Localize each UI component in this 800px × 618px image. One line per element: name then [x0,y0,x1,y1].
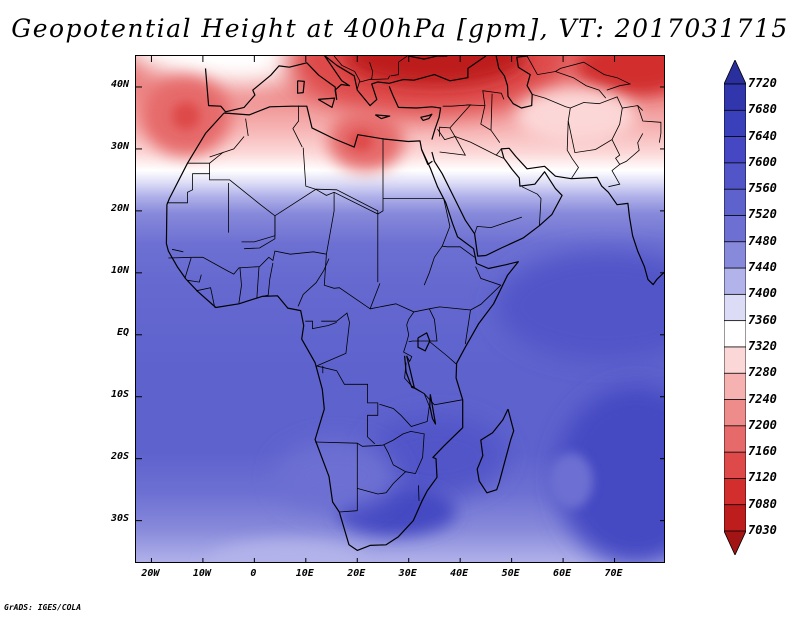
lon-tick-label: 10E [295,568,314,579]
lon-tick-label: 60E [553,568,572,579]
colorbar-swatch [724,372,746,401]
colorbar-swatch [724,425,746,453]
lat-tick-label: 30S [110,512,129,524]
colorbar-label: 7240 [748,391,777,406]
lat-tick-label: 20N [110,202,129,214]
colorbar-swatch [724,188,746,217]
lat-tick-label: 20S [110,450,129,462]
lon-tick-label: 30E [398,568,417,579]
lon-tick-label: 0 [250,568,257,579]
lon-tick-label: 20E [347,568,366,579]
colorbar-swatch [724,136,746,164]
lat-tick-label: 30N [110,140,129,152]
colorbar-label: 7440 [748,260,777,275]
country-borders [166,56,662,513]
colorbar-swatch [724,399,746,427]
lat-tick-label: 10S [110,388,129,400]
colorbar-swatch [724,478,746,506]
colorbar-label: 7560 [748,181,777,196]
colorbar-label: 7600 [748,154,777,169]
colorbar-label: 7200 [748,417,777,432]
grads-credit: GrADS: IGES/COLA [4,603,82,612]
lon-tick-label: 50E [501,568,520,579]
colorbar-label: 7480 [748,233,777,248]
colorbar-label: 7280 [748,365,777,380]
colorbar-label: 7080 [748,496,777,511]
colorbar-swatch [724,241,746,269]
colorbar-label: 7520 [748,207,777,222]
colorbar-swatch [724,346,746,374]
map-title: Geopotential Height at 400hPa [gpm], VT:… [11,14,789,43]
colorbar-label: 7680 [748,102,777,117]
lon-tick-label: 20W [141,568,160,579]
colorbar-swatch [724,451,746,480]
colorbar-label: 7120 [748,470,777,485]
colorbar-label: 7320 [748,338,777,353]
contour-map[interactable] [136,56,665,563]
colorbar-swatch [724,215,746,243]
lat-tick-label: 10N [110,264,129,276]
colorbar-swatch [724,530,746,555]
colorbar-label: 7400 [748,286,777,301]
lon-tick-label: 70E [604,568,623,579]
colorbar-label: 7640 [748,128,777,143]
colorbar-label: 7720 [748,76,777,90]
colorbar-swatch [724,267,746,296]
colorbar-swatch [724,162,746,190]
lat-tick-label: EQ [116,326,129,338]
lon-tick-label: 10W [192,568,211,579]
frame-ticks [136,56,664,562]
colorbar-swatch [724,320,746,348]
colorbar-swatch [724,504,746,532]
coastlines [165,56,664,551]
colorbar [724,60,746,555]
colorbar-swatch [724,109,746,138]
colorbar-label: 7360 [748,312,777,327]
colorbar-label: 7030 [748,523,777,537]
colorbar-swatch [724,60,746,85]
colorbar-label: 7160 [748,444,777,459]
colorbar-swatch [724,83,746,111]
lon-tick-label: 40E [450,568,469,579]
colorbar-swatch [724,293,746,322]
lat-tick-label: 40N [110,78,129,90]
map-panel[interactable] [135,55,665,563]
height-field [136,56,664,562]
